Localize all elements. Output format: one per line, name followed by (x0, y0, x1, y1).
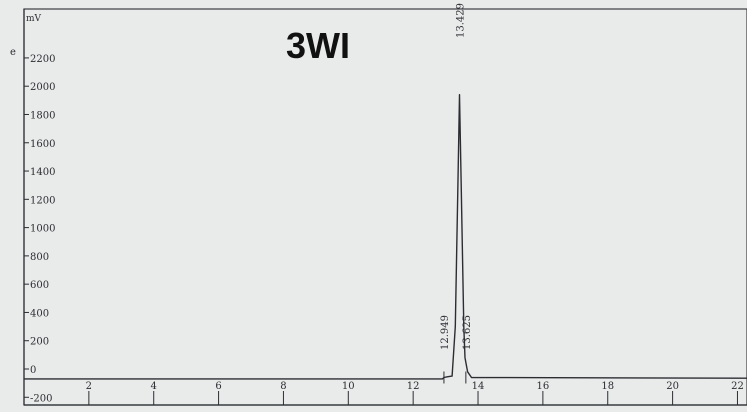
y-tick-group: -200 0 200 400 600 800 1000 1200 1400 1600 1800 200… (24, 54, 55, 404)
x-tick-label: 4 (151, 381, 157, 392)
chart-plot-frame (23, 8, 747, 406)
x-tick-label: 6 (215, 381, 221, 392)
x-tick-group: 2 4 6 8 10 12 14 16 18 20 22 (86, 381, 744, 405)
x-tick-label: 16 (537, 381, 550, 392)
y-tick-label: 400 (30, 308, 49, 319)
x-tick-label: 20 (666, 381, 679, 392)
y-tick-label: 2200 (30, 54, 55, 65)
x-tick-label: 12 (407, 381, 420, 392)
y-tick-label: 1600 (30, 139, 55, 150)
y-tick-label: 1000 (30, 224, 55, 235)
y-tick-label: 1800 (30, 110, 55, 121)
margin-mark: e (10, 47, 16, 58)
y-tick-label: 800 (30, 252, 49, 263)
y-unit-label: mV (26, 14, 42, 24)
series-line (24, 93, 747, 380)
x-tick-label: 2 (86, 381, 92, 392)
x-tick-label: 14 (472, 381, 485, 392)
y-tick-label: 0 (30, 365, 36, 376)
y-tick-label: 2000 (30, 82, 55, 93)
chart-annotation: 3WI (286, 25, 350, 66)
x-tick-label: 18 (601, 381, 614, 392)
peak-label-group: 12.949 13.429 13.625 (440, 3, 473, 384)
series-layer (24, 93, 747, 380)
y-tick-label: 1200 (30, 195, 55, 206)
x-tick-label: 22 (731, 381, 744, 392)
y-tick-label: 200 (30, 337, 49, 348)
x-tick-label: 10 (342, 381, 355, 392)
peak-label: 13.429 (456, 3, 467, 38)
peak-label: 13.625 (462, 315, 473, 350)
y-tick-label: 600 (30, 280, 49, 291)
y-tick-label: -200 (30, 393, 52, 404)
y-tick-label: 1400 (30, 167, 55, 178)
peak-label: 12.949 (440, 315, 451, 350)
x-tick-label: 8 (280, 381, 286, 392)
